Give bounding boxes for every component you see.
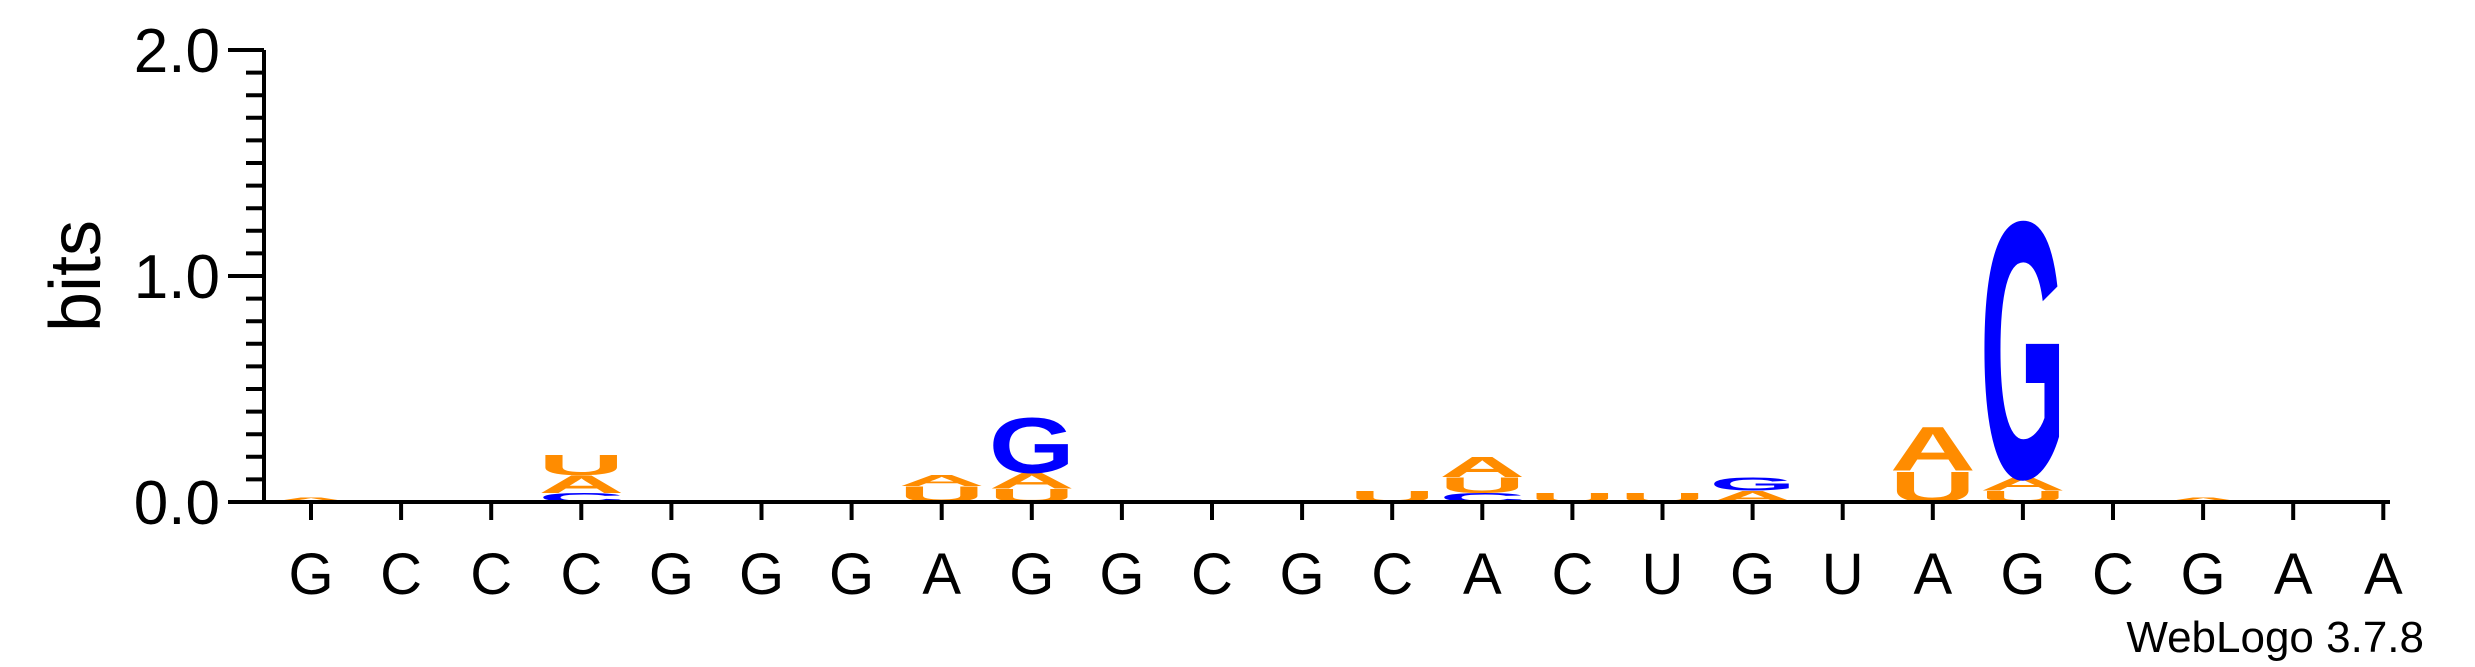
logo-glyph: A <box>1890 414 1976 484</box>
x-tick-label: G <box>649 542 694 607</box>
x-tick-label: U <box>1822 542 1864 607</box>
x-tick-label: C <box>470 542 512 607</box>
logo-letter-A: A <box>1439 452 1525 483</box>
logo-glyph: G <box>1710 474 1796 495</box>
logo-letter-A: A <box>268 496 354 503</box>
logo-glyph: A <box>538 470 624 498</box>
x-tick-label: G <box>1009 542 1054 607</box>
x-tick-label: C <box>1371 542 1413 607</box>
x-tick-label: G <box>2000 542 2045 607</box>
logo-glyph: U <box>1439 473 1525 498</box>
logo-glyph: A <box>989 469 1075 494</box>
y-tick-label: 2.0 <box>134 17 220 86</box>
logo-letter-U: U <box>538 450 624 481</box>
credit-text: WebLogo 3.7.8 <box>2126 613 2424 662</box>
x-tick-label: A <box>1463 542 1502 607</box>
x-tick-label: C <box>1191 542 1233 607</box>
logo-letter-A: A <box>899 472 985 490</box>
logo-letter-G: G <box>1710 474 1796 495</box>
logo-glyph: A <box>899 472 985 490</box>
x-tick-label: G <box>829 542 874 607</box>
x-tick-label: C <box>2092 542 2134 607</box>
letter-stacks: ACAUUAUAGUCUAUUAGUAUAGAA <box>268 145 2336 555</box>
x-tick-label: C <box>1551 542 1593 607</box>
y-axis-label: bits <box>36 220 116 332</box>
x-tick-label: C <box>380 542 422 607</box>
logo-letter-U: U <box>1439 473 1525 498</box>
y-axis: 0.0 1.0 2.0 <box>134 17 266 538</box>
x-tick-label: U <box>1642 542 1684 607</box>
logo-glyph: A <box>2160 496 2246 503</box>
logo-glyph: A <box>268 496 354 503</box>
logo-letter-A: A <box>538 470 624 498</box>
x-tick-label: G <box>2181 542 2226 607</box>
x-tick-label: G <box>1099 542 1144 607</box>
logo-letter-A: A <box>1980 474 2066 495</box>
x-tick-label: G <box>288 542 333 607</box>
x-tick-label: A <box>2274 542 2313 607</box>
x-tick-label: A <box>922 542 961 607</box>
logo-glyph: G <box>1980 145 2066 555</box>
logo-glyph: A <box>1980 474 2066 495</box>
logo-glyph: G <box>989 402 1075 490</box>
logo-glyph: U <box>538 450 624 481</box>
x-tick-label: G <box>739 542 784 607</box>
logo-glyph: A <box>1439 452 1525 483</box>
logo-letter-G: G <box>1980 145 2066 555</box>
logo-letter-A: A <box>989 469 1075 494</box>
x-tick-label: C <box>560 542 602 607</box>
y-tick-label: 1.0 <box>134 243 220 312</box>
x-tick-label: G <box>1730 542 1775 607</box>
logo-letter-A: A <box>1890 414 1976 484</box>
logo-letter-A: A <box>2160 496 2246 503</box>
x-tick-label: G <box>1280 542 1325 607</box>
x-tick-label: A <box>1913 542 1952 607</box>
logo-letter-G: G <box>989 402 1075 490</box>
y-tick-label: 0.0 <box>134 469 220 538</box>
x-tick-label: A <box>2364 542 2403 607</box>
